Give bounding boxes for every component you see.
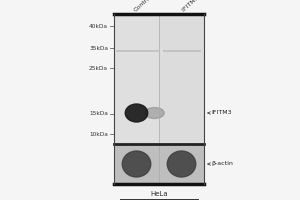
Text: IFITM3 KO: IFITM3 KO <box>181 0 208 13</box>
Text: 40kDa: 40kDa <box>89 23 108 28</box>
Text: 15kDa: 15kDa <box>89 111 108 116</box>
Bar <box>114 14 204 144</box>
Ellipse shape <box>167 151 196 177</box>
Text: HeLa: HeLa <box>150 191 168 197</box>
Text: Control: Control <box>133 0 154 13</box>
Ellipse shape <box>125 104 148 122</box>
Text: 25kDa: 25kDa <box>89 66 108 71</box>
Text: IFITM3: IFITM3 <box>208 110 232 115</box>
Ellipse shape <box>145 107 164 118</box>
Ellipse shape <box>122 151 151 177</box>
Text: 10kDa: 10kDa <box>89 132 108 136</box>
Bar <box>114 144 204 184</box>
Text: 35kDa: 35kDa <box>89 46 108 50</box>
Bar <box>114 14 159 144</box>
Text: β-actin: β-actin <box>208 162 233 166</box>
